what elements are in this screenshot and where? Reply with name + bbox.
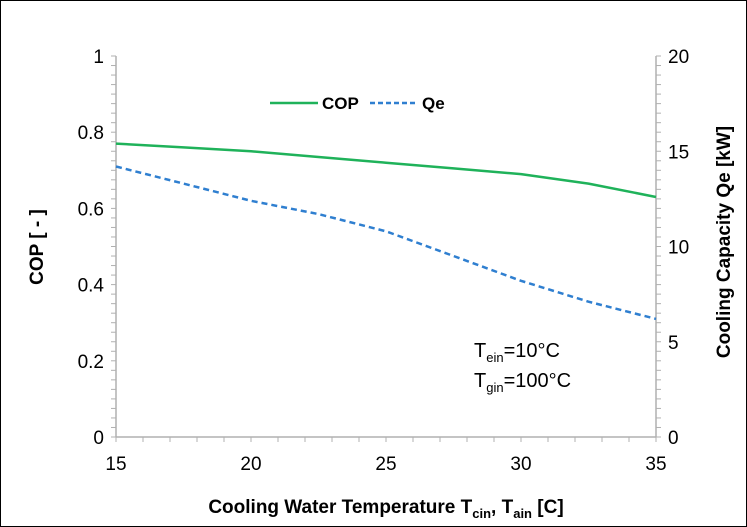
y-right-tick-labels: 0 5 10 15 20 [668,47,689,449]
y-left-tick-label: 0.4 [78,276,105,297]
x-tick-label: 20 [240,454,261,475]
annotation-tein: Tein=10°C [474,340,560,365]
series-line-qe [116,167,656,319]
x-tick-labels: 15 20 25 30 35 [105,454,666,475]
series-line-cop [116,144,656,197]
y-left-tick-label: 0.2 [78,352,104,373]
legend: COP Qe [270,94,445,113]
x-minor-ticks [116,437,656,442]
y-left-tick-label: 1 [93,47,104,68]
legend-cop-label: COP [322,94,359,113]
x-tick-label: 15 [105,454,126,475]
y-left-tick-label: 0 [93,428,104,449]
y-minor-ticks [111,56,661,437]
x-tick-label: 30 [510,454,531,475]
legend-qe-label: Qe [422,94,445,113]
y-left-tick-labels: 0 0.2 0.4 0.6 0.8 1 [78,47,105,449]
y-right-tick-label: 15 [668,142,689,163]
x-tick-label: 35 [645,454,666,475]
y-right-axis-title: Cooling Capacity Qe [kW] [714,126,735,358]
x-tick-label: 25 [375,454,396,475]
series-layer [116,144,656,319]
y-right-tick-label: 0 [668,428,679,449]
y-left-tick-label: 0.6 [78,199,104,220]
y-right-tick-label: 5 [668,333,679,354]
y-left-axis-title: COP [ - ] [27,209,48,285]
y-right-tick-label: 10 [668,238,689,259]
x-axis-title: Cooling Water Temperature Tcin, Tain [C] [208,497,563,521]
annotation-tgin: Tgin=100°C [474,370,571,395]
y-right-tick-label: 20 [668,47,689,68]
y-left-tick-label: 0.8 [78,123,104,144]
